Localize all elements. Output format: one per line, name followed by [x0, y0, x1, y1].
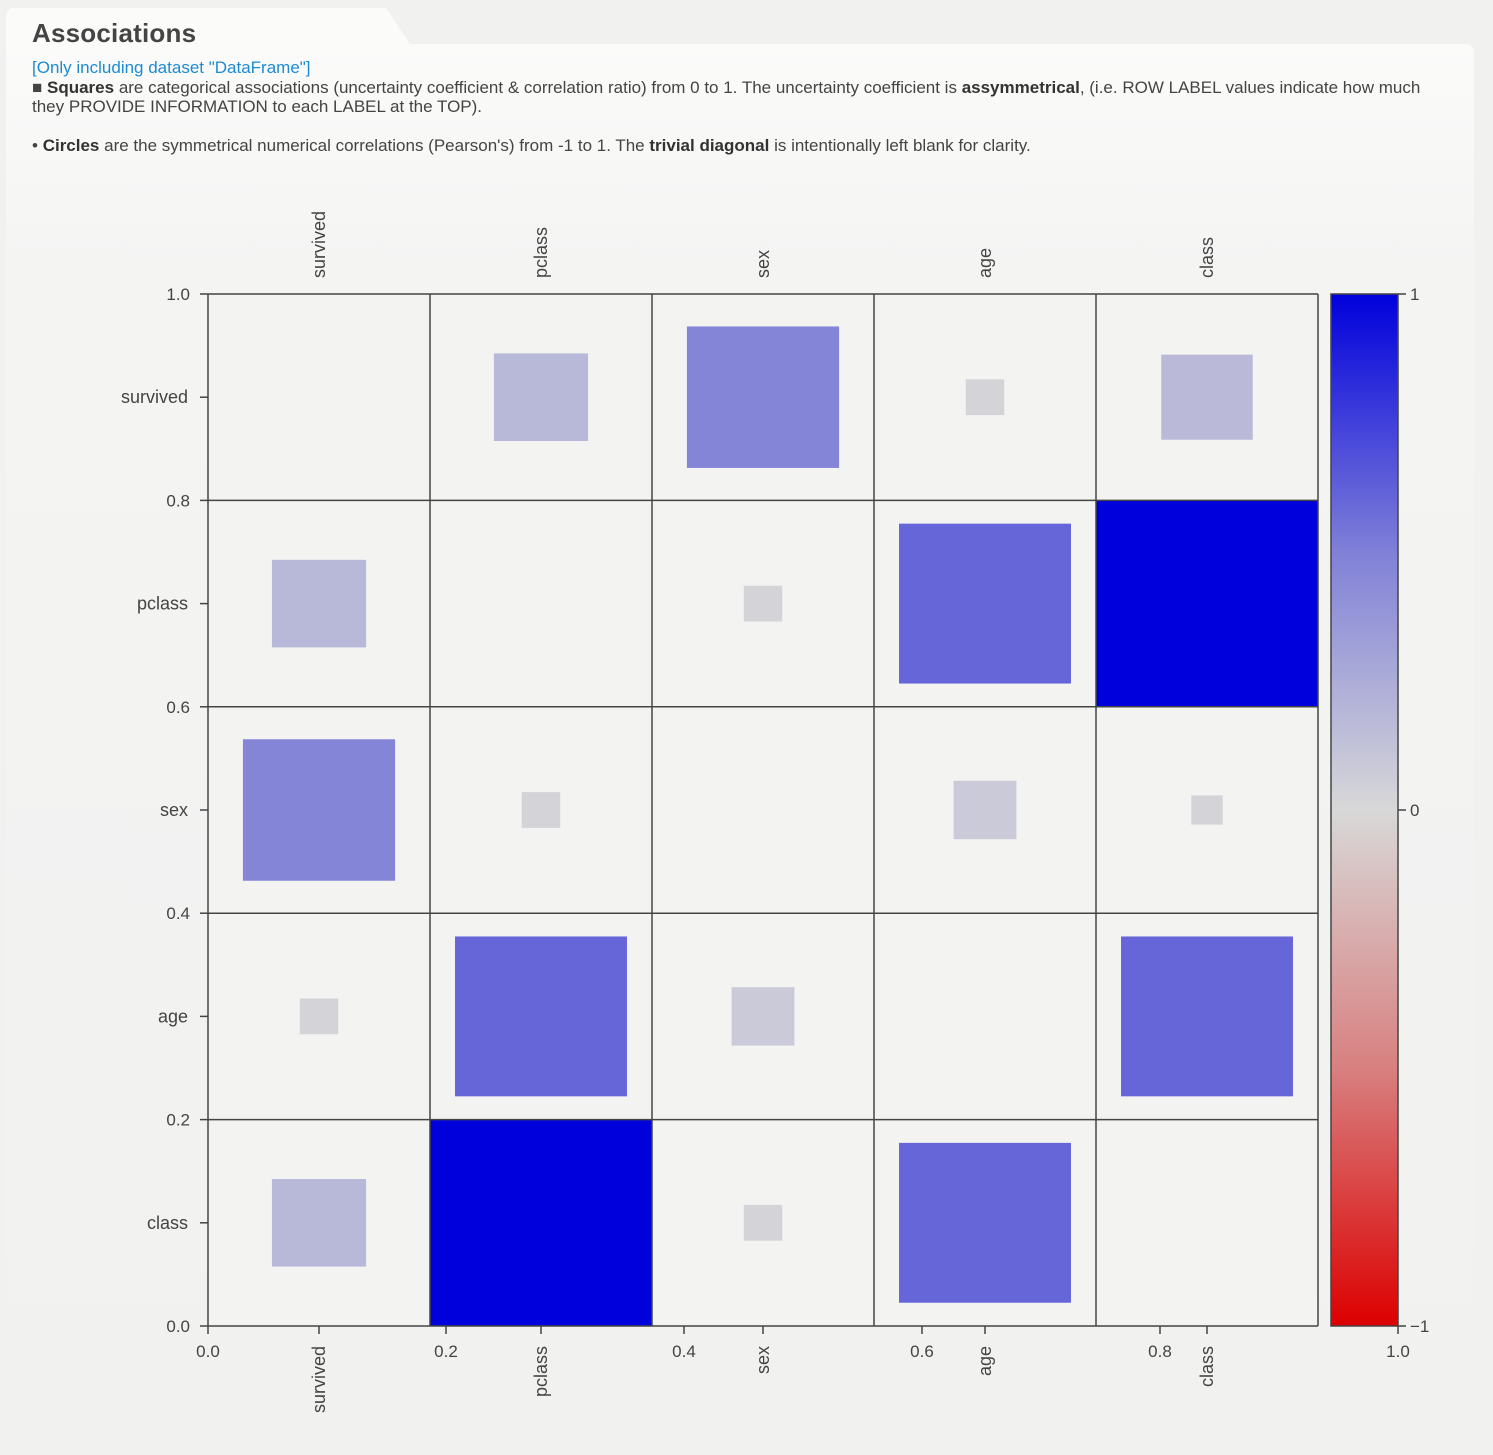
heatmap-cell-sex-pclass — [521, 792, 561, 828]
squares-term: Squares — [47, 78, 115, 97]
heatmap-cell-pclass-sex — [743, 585, 783, 622]
heatmap-cell-age-survived — [299, 998, 339, 1035]
column-label-top-pclass: pclass — [531, 227, 551, 278]
squares-desc-end: , (i.e. ROW LABEL values indicate how mu… — [32, 78, 1421, 116]
x-tick-label: 0.2 — [434, 1342, 458, 1361]
heatmap-cell-class-age — [899, 1142, 1071, 1303]
heatmap-cell-sex-class — [1191, 795, 1223, 825]
x-tick-label: 0.8 — [1148, 1342, 1172, 1361]
heatmap-cell-age-pclass — [455, 936, 627, 1097]
colorbar-tick-label: 1 — [1410, 285, 1419, 304]
column-label-bottom-survived: survived — [309, 1346, 329, 1413]
y-tick-label: 0.2 — [166, 1111, 190, 1130]
heatmap-cell-age-sex — [731, 987, 795, 1046]
heatmap-cell-pclass-survived — [271, 559, 367, 648]
dot-bullet: • — [32, 136, 43, 155]
assymmetrical-term: assymmetrical — [961, 78, 1080, 97]
y-tick-label: 0.6 — [166, 698, 190, 717]
column-label-bottom-sex: sex — [753, 1346, 773, 1374]
heatmap-cell-survived-class — [1161, 354, 1253, 440]
x-tick-label: 0.0 — [196, 1342, 220, 1361]
x-tick-label: 0.4 — [672, 1342, 696, 1361]
column-label-top-age: age — [975, 248, 995, 278]
heatmap-cell-sex-survived — [242, 739, 396, 881]
x-tick-label: 0.6 — [910, 1342, 934, 1361]
heatmap-cell-class-survived — [271, 1179, 367, 1267]
heatmap-cell-survived-sex — [686, 326, 840, 468]
dataset-subset-note: [Only including dataset "DataFrame"] — [32, 58, 311, 77]
row-label-survived: survived — [121, 387, 188, 407]
y-tick-label: 0.4 — [166, 904, 190, 923]
square-bullet: ■ — [32, 78, 47, 97]
colorbar-tick-label: 0 — [1410, 801, 1419, 820]
column-label-bottom-pclass: pclass — [531, 1346, 551, 1397]
row-label-class: class — [147, 1213, 188, 1233]
heatmap-cell-pclass-class — [1096, 500, 1318, 707]
heatmap-cell-survived-pclass — [493, 353, 589, 441]
circles-term: Circles — [42, 136, 100, 155]
colorbar-tick-label: −1 — [1410, 1317, 1429, 1336]
colorbar — [1330, 293, 1399, 1327]
column-label-top-survived: survived — [309, 211, 329, 278]
trivial-diagonal-term: trivial diagonal — [649, 136, 770, 155]
heatmap-cell-class-pclass — [430, 1119, 652, 1326]
heatmap-cell-sex-age — [953, 780, 1017, 840]
circles-description: • Circles are the symmetrical numerical … — [32, 136, 1452, 156]
heatmap-cell-pclass-age — [899, 523, 1071, 684]
column-label-top-sex: sex — [753, 250, 773, 278]
squares-desc-text: are categorical associations (uncertaint… — [114, 78, 962, 97]
y-tick-label: 0.8 — [166, 491, 190, 510]
column-label-bottom-class: class — [1197, 1346, 1217, 1387]
column-label-top-class: class — [1197, 237, 1217, 278]
heatmap-cell-survived-age — [965, 379, 1005, 416]
section-title: Associations — [32, 18, 197, 48]
row-label-pclass: pclass — [137, 594, 188, 614]
y-tick-label: 1.0 — [166, 285, 190, 304]
circles-desc-end: is intentionally left blank for clarity. — [769, 136, 1031, 155]
y-tick-label: 0.0 — [166, 1317, 190, 1336]
circles-desc-text: are the symmetrical numerical correlatio… — [99, 136, 650, 155]
column-label-bottom-age: age — [975, 1346, 995, 1376]
row-label-age: age — [158, 1006, 188, 1026]
heatmap-cell-class-sex — [743, 1204, 783, 1241]
x-tick-label: 1.0 — [1386, 1342, 1410, 1361]
squares-description: ■ Squares are categorical associations (… — [32, 78, 1452, 116]
heatmap-cell-age-class — [1121, 936, 1293, 1097]
row-label-sex: sex — [160, 800, 188, 820]
